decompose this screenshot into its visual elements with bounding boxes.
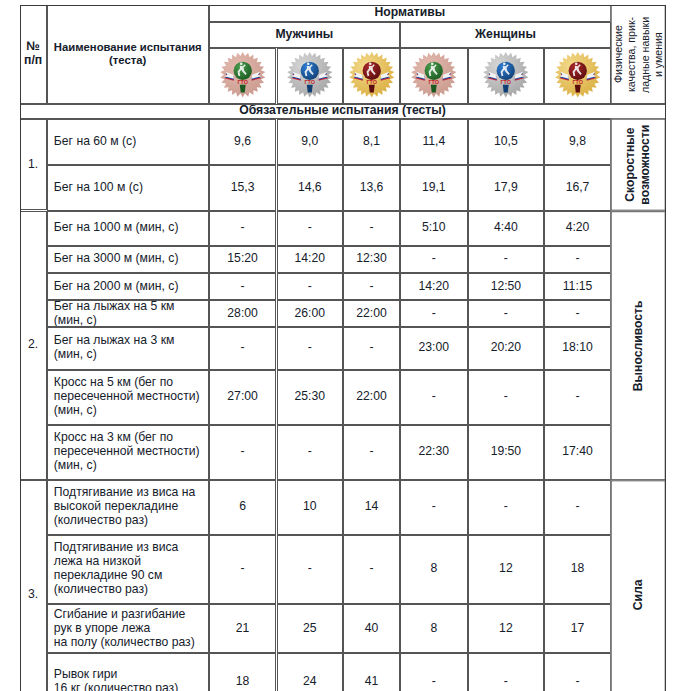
svg-text:ГТО: ГТО: [305, 79, 316, 85]
svg-text:ГТО: ГТО: [237, 79, 248, 85]
svg-text:ГТО: ГТО: [429, 79, 440, 85]
svg-text:ГТО: ГТО: [501, 79, 512, 85]
svg-text:ГТО: ГТО: [572, 79, 583, 85]
svg-text:ГТО: ГТО: [366, 79, 377, 85]
